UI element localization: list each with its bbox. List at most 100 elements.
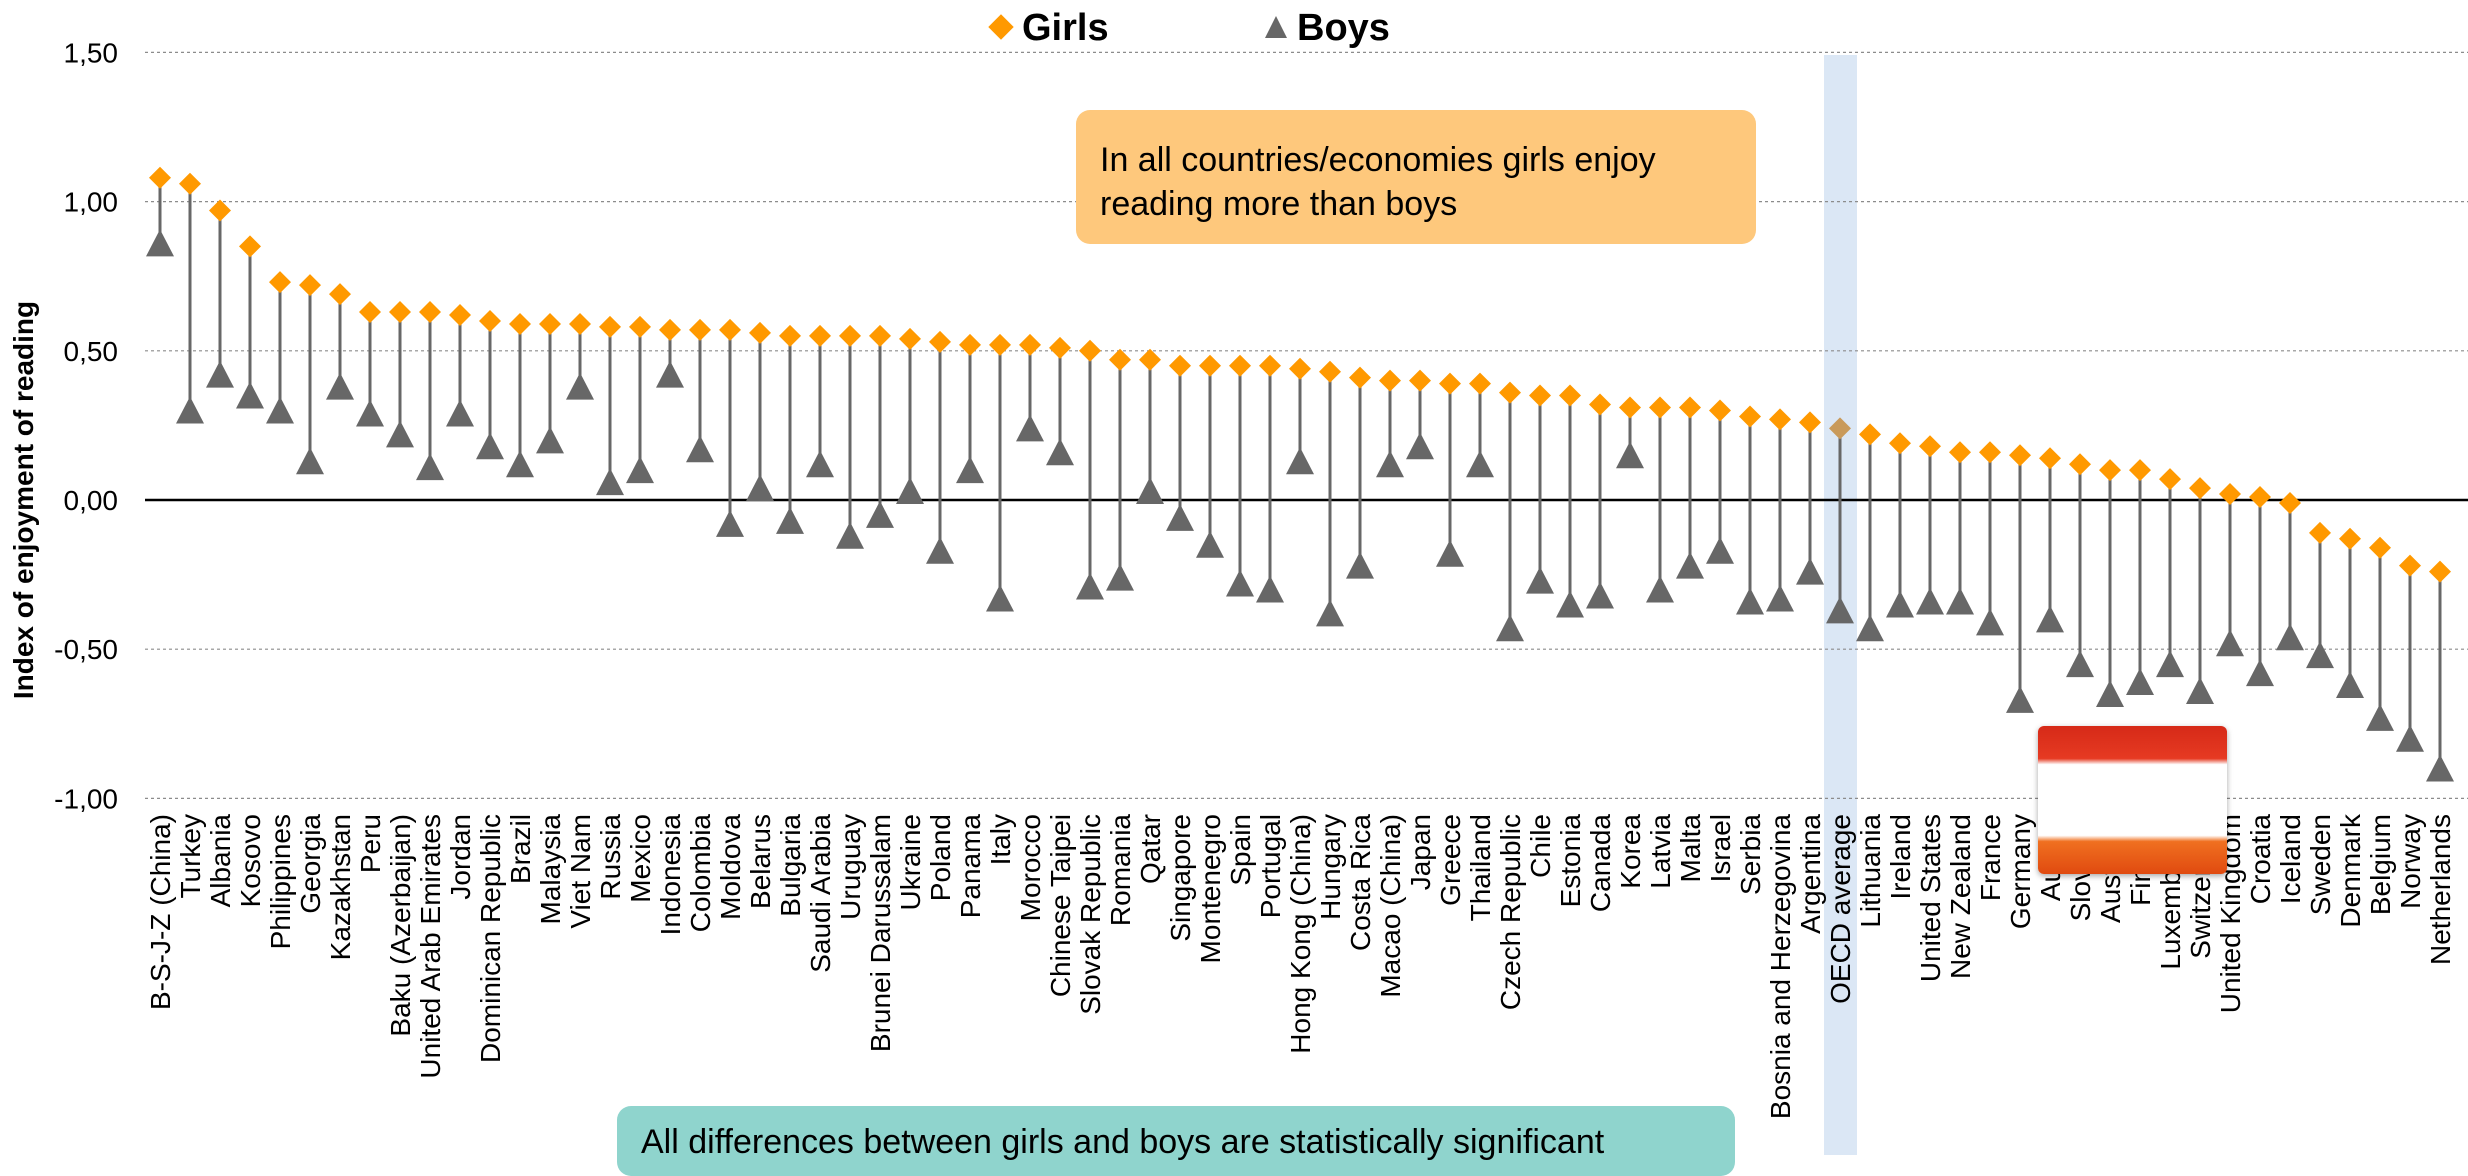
category-label: Canada bbox=[1585, 814, 1616, 913]
category-label: Czech Republic bbox=[1495, 814, 1526, 1010]
boys-point bbox=[1406, 432, 1434, 460]
boys-point bbox=[1826, 596, 1854, 624]
category-label: Kosovo bbox=[235, 814, 266, 907]
girls-point bbox=[719, 318, 741, 341]
annotation-line-1: In all countries/economies girls enjoy bbox=[1100, 141, 1656, 179]
girls-point bbox=[1859, 423, 1881, 446]
category-label: Serbia bbox=[1735, 814, 1766, 895]
category-label: Norway bbox=[2395, 814, 2426, 909]
category-label: Chinese Taipei bbox=[1045, 814, 1076, 997]
boys-point bbox=[1976, 608, 2004, 636]
category-label: Russia bbox=[595, 814, 626, 900]
category-label: Baku (Azerbaijan) bbox=[385, 814, 416, 1037]
category-label: Malaysia bbox=[535, 814, 566, 925]
girls-point bbox=[149, 166, 171, 189]
girls-point bbox=[2039, 447, 2061, 470]
boys-point bbox=[1376, 450, 1404, 478]
boys-point bbox=[1856, 614, 1884, 642]
girls-point bbox=[1889, 432, 1911, 455]
category-label: Turkey bbox=[175, 814, 206, 899]
boys-point bbox=[266, 396, 294, 424]
boys-point bbox=[1556, 590, 1584, 618]
girls-point bbox=[1799, 411, 1821, 434]
boys-point bbox=[2066, 650, 2094, 678]
category-label: Latvia bbox=[1645, 814, 1676, 889]
girls-point bbox=[2099, 459, 2121, 482]
category-label: Brazil bbox=[505, 814, 536, 884]
category-label: Costa Rica bbox=[1345, 814, 1376, 951]
y-tick-label: 0,00 bbox=[64, 485, 119, 516]
category-label: Iceland bbox=[2275, 814, 2306, 904]
girls-point bbox=[689, 318, 711, 341]
category-label: Hungary bbox=[1315, 814, 1346, 920]
category-label: Panama bbox=[955, 814, 986, 919]
category-label: Thailand bbox=[1465, 814, 1496, 921]
boys-point bbox=[1676, 551, 1704, 579]
boys-point bbox=[1076, 572, 1104, 600]
boys-point bbox=[536, 426, 564, 454]
category-label: Indonesia bbox=[655, 814, 686, 936]
girls-point bbox=[1229, 354, 1251, 377]
boys-point bbox=[1496, 614, 1524, 642]
category-label: Mexico bbox=[625, 814, 656, 903]
girls-point bbox=[209, 199, 231, 222]
girls-point bbox=[1379, 369, 1401, 392]
legend-girls-marker bbox=[988, 14, 1014, 40]
annotation-line-2: reading more than boys bbox=[1100, 185, 1458, 223]
category-label: Israel bbox=[1705, 814, 1736, 882]
girls-point bbox=[1199, 354, 1221, 377]
boys-point bbox=[1226, 569, 1254, 597]
y-tick-label: -1,00 bbox=[54, 783, 118, 814]
girls-point bbox=[1049, 336, 1071, 359]
austria-flag-overlay bbox=[2038, 726, 2227, 874]
category-label: Germany bbox=[2005, 814, 2036, 929]
category-label: Hong Kong (China) bbox=[1285, 814, 1316, 1054]
boys-point bbox=[1616, 441, 1644, 469]
girls-point bbox=[179, 172, 201, 195]
category-label: Saudi Arabia bbox=[805, 814, 836, 973]
girls-series bbox=[149, 166, 2451, 583]
annotation-significance: All differences between girls and boys a… bbox=[617, 1106, 1735, 1176]
boys-point bbox=[986, 584, 1014, 612]
girls-point bbox=[629, 315, 651, 338]
boys-point bbox=[566, 372, 594, 400]
legend-boys-marker bbox=[1265, 16, 1287, 38]
girls-point bbox=[2399, 554, 2421, 577]
boys-point bbox=[416, 453, 444, 481]
category-label: Italy bbox=[985, 814, 1016, 865]
category-labels: B-S-J-Z (China) Turkey Albania Kosovo Philip… bbox=[145, 813, 2456, 1119]
legend-boys-label: Boys bbox=[1297, 7, 1390, 49]
boys-point bbox=[2096, 679, 2124, 707]
category-label: Montenegro bbox=[1195, 814, 1226, 963]
boys-point bbox=[476, 432, 504, 460]
girls-point bbox=[599, 315, 621, 338]
girls-point bbox=[1979, 441, 2001, 464]
y-axis-label: Index of enjoyment of reading bbox=[8, 301, 39, 699]
boys-point bbox=[956, 456, 984, 484]
boys-point bbox=[296, 447, 324, 475]
category-label: Jordan bbox=[445, 814, 476, 900]
boys-point bbox=[1286, 447, 1314, 475]
category-label: Bulgaria bbox=[775, 814, 806, 917]
girls-point bbox=[809, 324, 831, 347]
category-label: Japan bbox=[1405, 814, 1436, 890]
category-label: Chile bbox=[1525, 814, 1556, 878]
girls-point bbox=[2159, 468, 2181, 491]
girls-point bbox=[1319, 360, 1341, 383]
girls-point bbox=[509, 312, 531, 335]
category-label: Georgia bbox=[295, 814, 326, 914]
category-label: United Arab Emirates bbox=[415, 814, 446, 1079]
boys-point bbox=[2306, 641, 2334, 669]
category-label: New Zealand bbox=[1945, 814, 1976, 979]
legend-girls-label: Girls bbox=[1022, 7, 1109, 49]
girls-point bbox=[2279, 491, 2301, 514]
y-axis-ticks: -1,00 -0,50 0,00 0,50 1,00 1,50 bbox=[54, 37, 118, 814]
boys-point bbox=[1046, 438, 1074, 466]
category-label: Greece bbox=[1435, 814, 1466, 906]
category-label: Peru bbox=[355, 814, 386, 873]
girls-point bbox=[1709, 399, 1731, 422]
boys-point bbox=[1016, 414, 1044, 442]
category-label: Macao (China) bbox=[1375, 814, 1406, 998]
boys-point bbox=[1766, 584, 1794, 612]
girls-point bbox=[929, 330, 951, 353]
